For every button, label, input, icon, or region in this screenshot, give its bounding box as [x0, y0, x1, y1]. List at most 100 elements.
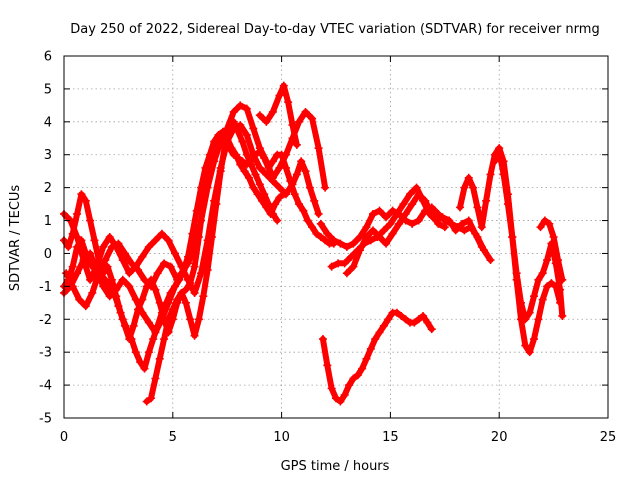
data-point-marker	[151, 236, 160, 245]
data-point-marker	[321, 183, 330, 192]
data-point-marker	[133, 265, 142, 274]
data-point-marker	[262, 170, 271, 179]
data-point-marker	[251, 150, 260, 159]
data-point-marker	[516, 315, 525, 324]
data-point-marker	[238, 157, 247, 166]
data-point-marker	[530, 292, 539, 301]
data-point-marker	[558, 275, 567, 284]
plot-frame	[63, 55, 609, 419]
data-point-marker	[140, 275, 149, 284]
series-band	[63, 240, 181, 310]
y-tick-label: 6	[44, 50, 52, 65]
chart-title: Day 250 of 2022, Sidereal Day-to-day VTE…	[70, 22, 599, 37]
data-point-marker	[458, 219, 467, 228]
data-point-marker	[427, 209, 436, 218]
data-point-marker	[229, 107, 238, 116]
data-point-marker	[347, 252, 356, 261]
data-point-marker	[308, 114, 317, 123]
x-tick-label: 20	[491, 430, 508, 445]
series-sat-e	[62, 239, 182, 311]
data-point-marker	[275, 183, 284, 192]
data-point-marker	[173, 295, 182, 304]
data-point-marker	[321, 236, 330, 245]
data-point-marker	[371, 335, 380, 344]
data-point-marker	[438, 213, 447, 222]
data-point-marker	[419, 311, 428, 320]
data-point-marker	[549, 233, 558, 241]
data-point-marker	[414, 190, 423, 199]
data-point-marker	[295, 200, 304, 209]
data-point-marker	[240, 167, 249, 176]
data-point-marker	[144, 348, 153, 357]
data-point-marker	[86, 249, 95, 258]
data-point-marker	[392, 209, 401, 218]
data-point-marker	[477, 242, 486, 251]
data-point-marker	[90, 236, 99, 245]
data-point-marker	[120, 249, 129, 258]
data-point-marker	[99, 242, 108, 251]
x-tick-label: 5	[169, 430, 177, 445]
data-point-marker	[525, 348, 534, 357]
data-point-marker	[384, 315, 393, 324]
y-tick-label: -5	[39, 412, 52, 427]
data-point-marker	[281, 190, 290, 199]
y-tick-label: -3	[39, 346, 52, 361]
data-point-marker	[194, 233, 203, 241]
data-point-marker	[155, 298, 164, 307]
data-point-marker	[382, 239, 391, 248]
data-point-marker	[242, 130, 251, 139]
data-point-marker	[73, 209, 82, 218]
data-point-marker	[445, 216, 454, 225]
data-point-marker	[495, 147, 504, 156]
data-point-marker	[160, 259, 169, 268]
data-point-marker	[107, 242, 116, 251]
data-point-marker	[151, 285, 160, 294]
data-point-marker	[308, 223, 317, 232]
data-point-marker	[127, 259, 136, 268]
data-point-marker	[181, 298, 190, 307]
data-point-marker	[203, 236, 212, 245]
data-point-marker	[151, 328, 160, 337]
data-point-marker	[316, 219, 325, 228]
data-point-marker	[318, 335, 327, 344]
data-point-marker	[310, 196, 319, 205]
data-point-marker	[358, 364, 367, 373]
data-point-marker	[362, 354, 371, 363]
data-point-marker	[79, 256, 88, 265]
data-point-marker	[268, 177, 277, 186]
data-point-marker	[486, 170, 495, 179]
data-point-marker	[244, 173, 253, 182]
data-point-marker	[410, 318, 419, 327]
data-point-marker	[342, 269, 351, 278]
data-point-marker	[275, 91, 284, 100]
data-point-marker	[125, 282, 134, 291]
data-point-marker	[77, 190, 86, 199]
data-point-marker	[295, 117, 304, 126]
data-point-marker	[151, 374, 160, 383]
data-point-marker	[299, 206, 308, 215]
y-tick-label: -4	[39, 379, 52, 394]
data-point-marker	[414, 216, 423, 225]
data-point-marker	[164, 315, 173, 324]
data-point-marker	[81, 302, 90, 311]
data-point-marker	[155, 354, 164, 363]
data-point-marker	[290, 190, 299, 199]
data-point-marker	[547, 279, 556, 288]
data-point-marker	[199, 200, 208, 209]
data-point-marker	[203, 265, 212, 274]
data-point-marker	[460, 226, 469, 235]
data-point-marker	[249, 124, 258, 133]
x-tick-label: 15	[382, 430, 399, 445]
data-point-marker	[440, 223, 449, 232]
data-point-marker	[545, 219, 554, 228]
data-series-group	[60, 81, 567, 406]
data-point-marker	[349, 374, 358, 383]
data-point-marker	[94, 269, 103, 278]
data-point-marker	[366, 344, 375, 353]
data-point-marker	[73, 233, 82, 241]
data-point-marker	[268, 157, 277, 166]
data-point-marker	[236, 121, 245, 130]
data-point-marker	[473, 203, 482, 212]
data-point-marker	[279, 81, 288, 90]
data-point-marker	[536, 223, 545, 232]
